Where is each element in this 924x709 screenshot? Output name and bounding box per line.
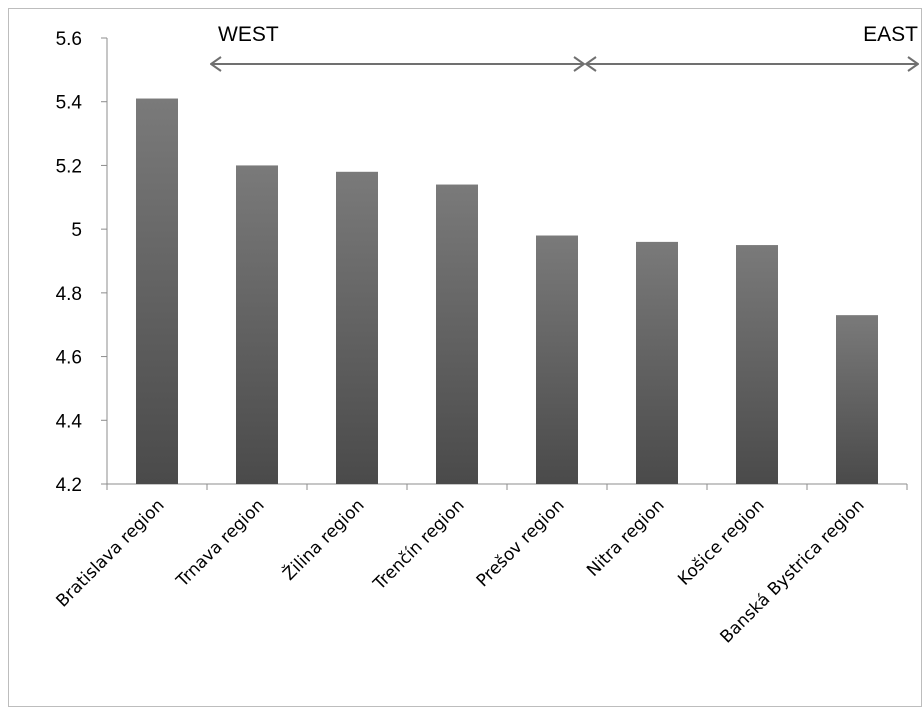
bar	[836, 315, 878, 484]
y-tick-label: 5	[71, 220, 82, 241]
bar	[736, 245, 778, 484]
y-tick-label: 4.6	[56, 348, 82, 369]
annotations: WEST EAST	[211, 23, 918, 64]
x-tick-label: Bratislava region	[52, 495, 168, 611]
x-tick-label: Trnava region	[172, 495, 268, 591]
x-tick-label: Nitra region	[583, 495, 668, 580]
bar	[536, 235, 578, 484]
y-axis: 4.2 4.4 4.6 4.8 5 5.2 5.4 5.6	[56, 29, 108, 496]
x-tick-label: Žilina region	[278, 494, 369, 585]
x-tick-label: Košice region	[674, 495, 768, 589]
y-tick-label: 5.2	[56, 156, 82, 177]
bar	[436, 184, 478, 485]
bars	[136, 98, 878, 485]
x-tick-label: Trenčín region	[369, 495, 469, 595]
y-tick-label: 4.4	[56, 411, 83, 432]
x-tick-label: Prešov region	[473, 495, 569, 591]
bar	[136, 98, 178, 485]
region-label: EAST	[863, 23, 918, 46]
bar	[636, 241, 678, 484]
bar	[336, 171, 378, 485]
y-tick-label: 5.6	[56, 29, 82, 50]
y-tick-label: 4.2	[56, 475, 82, 496]
y-tick-label: 5.4	[56, 93, 83, 114]
bar	[236, 165, 278, 484]
y-tick-label: 4.8	[56, 284, 82, 305]
x-axis: Bratislava region Trnava region Žilina reg…	[52, 483, 908, 647]
region-label: WEST	[218, 23, 279, 46]
